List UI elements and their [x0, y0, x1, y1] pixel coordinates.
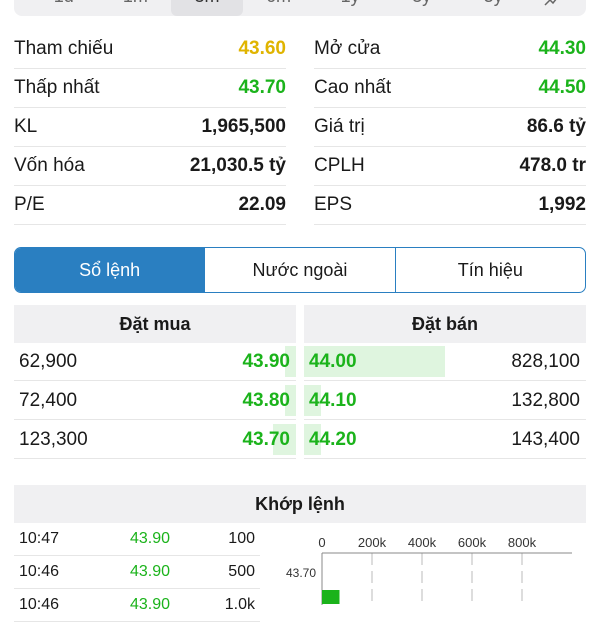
stat-cell: CPLH 478.0 tr — [314, 147, 586, 186]
stat-label: KL — [14, 116, 38, 137]
stat-value: 44.30 — [538, 38, 586, 59]
period-selector: 1d1m3m6m1y3y5y — [14, 0, 586, 16]
sell-volume-bar — [304, 346, 445, 377]
stat-value: 44.50 — [538, 77, 586, 98]
stat-cell: EPS 1,992 — [314, 186, 586, 225]
stat-cell: Cao nhất 44.50 — [314, 69, 586, 108]
stat-cell: Thấp nhất 43.70 — [14, 69, 286, 108]
period-tab-6m[interactable]: 6m — [243, 0, 315, 16]
period-tab-5y[interactable]: 5y — [457, 0, 529, 16]
volume-bar — [322, 590, 340, 604]
sell-cell: 44.00 828,100 — [304, 343, 586, 381]
trade-row: 10:46 43.90 500 — [14, 556, 260, 589]
trade-volume: 100 — [228, 530, 255, 547]
buy-volume-bar — [273, 424, 296, 455]
detail-tabs: Sổ lệnh Nước ngoài Tín hiệu — [14, 247, 586, 293]
stat-row: Vốn hóa 21,030.5 tỷ CPLH 478.0 tr — [14, 147, 586, 186]
stat-row: KL 1,965,500 Giá trị 86.6 tỷ — [14, 108, 586, 147]
stat-cell: Mở cửa 44.30 — [314, 30, 586, 69]
trade-price: 43.90 — [130, 563, 171, 580]
stat-value: 86.6 tỷ — [526, 116, 586, 137]
stat-cell: Tham chiếu 43.60 — [14, 30, 286, 69]
order-book-row: 72,400 43.80 44.10 132,800 — [14, 382, 586, 420]
period-tab-3y[interactable]: 3y — [386, 0, 458, 16]
buy-volume: 123,300 — [19, 428, 88, 450]
stat-row: Tham chiếu 43.60 Mở cửa 44.30 — [14, 30, 586, 69]
order-book-row: 62,900 43.90 44.00 828,100 — [14, 343, 586, 381]
buy-price: 43.80 — [242, 389, 290, 411]
stat-cell: KL 1,965,500 — [14, 108, 286, 147]
trade-time: 10:46 — [19, 596, 60, 613]
trade-row: 10:46 43.90 1.0k — [14, 589, 260, 622]
buy-volume: 72,400 — [19, 389, 78, 411]
sell-price: 44.20 — [309, 428, 357, 450]
sell-cell: 44.10 132,800 — [304, 382, 586, 420]
volume-by-price-chart: 0 200k 400k 600k 800k 43.70 — [286, 535, 572, 605]
stat-label: Vốn hóa — [14, 155, 85, 176]
stat-cell: Giá trị 86.6 tỷ — [314, 108, 586, 147]
trade-volume: 1.0k — [224, 596, 255, 613]
sell-cell: 44.20 143,400 — [304, 421, 586, 459]
x-tick-label: 800k — [508, 535, 537, 550]
buy-price: 43.90 — [242, 350, 290, 372]
stat-label: Thấp nhất — [14, 77, 100, 98]
period-tab-1d[interactable]: 1d — [28, 0, 100, 16]
stat-value: 22.09 — [238, 194, 286, 215]
buy-cell: 72,400 43.80 — [14, 382, 296, 420]
sell-volume-bar — [304, 424, 321, 455]
trade-price: 43.90 — [130, 596, 171, 613]
stat-value: 478.0 tr — [519, 155, 586, 176]
sell-volume: 143,400 — [511, 428, 580, 450]
stat-cell: P/E 22.09 — [14, 186, 286, 225]
x-tick-label: 400k — [408, 535, 437, 550]
x-tick-label: 0 — [318, 535, 325, 550]
sell-header: Đặt bán — [304, 305, 586, 343]
buy-cell: 62,900 43.90 — [14, 343, 296, 381]
trade-price: 43.90 — [130, 530, 171, 547]
stat-label: EPS — [314, 194, 353, 215]
chart-settings-icon[interactable] — [529, 0, 572, 16]
matched-header: Khớp lệnh — [14, 485, 586, 523]
tab-signals[interactable]: Tín hiệu — [394, 248, 585, 292]
stat-value: 1,965,500 — [201, 116, 286, 137]
stat-value: 43.70 — [238, 77, 286, 98]
period-tab-3m[interactable]: 3m — [171, 0, 243, 16]
stat-label: Giá trị — [314, 116, 365, 137]
trade-time: 10:47 — [19, 530, 60, 547]
period-tab-1m[interactable]: 1m — [100, 0, 172, 16]
sell-volume-bar — [304, 385, 321, 416]
stat-value: 1,992 — [538, 194, 586, 215]
y-tick-label: 43.70 — [286, 566, 316, 580]
x-tick-label: 600k — [458, 535, 487, 550]
stat-cell: Vốn hóa 21,030.5 tỷ — [14, 147, 286, 186]
stat-label: Cao nhất — [314, 77, 392, 98]
tab-order-book[interactable]: Sổ lệnh — [15, 248, 205, 292]
trade-row: 10:47 43.90 100 — [14, 523, 260, 556]
buy-price: 43.70 — [242, 428, 290, 450]
buy-volume-bar — [284, 346, 296, 377]
sell-price: 44.00 — [309, 350, 357, 372]
stat-value: 43.60 — [238, 38, 286, 59]
stat-value: 21,030.5 tỷ — [189, 155, 286, 176]
trade-time: 10:46 — [19, 563, 60, 580]
sell-volume: 132,800 — [511, 389, 580, 411]
period-tab-1y[interactable]: 1y — [314, 0, 386, 16]
buy-cell: 123,300 43.70 — [14, 421, 296, 459]
stat-label: Tham chiếu — [14, 38, 114, 59]
stat-row: Thấp nhất 43.70 Cao nhất 44.50 — [14, 69, 586, 108]
buy-volume: 62,900 — [19, 350, 78, 372]
trade-volume: 500 — [228, 563, 255, 580]
tab-foreign[interactable]: Nước ngoài — [204, 248, 394, 292]
x-tick-label: 200k — [358, 535, 387, 550]
stat-label: Mở cửa — [314, 38, 381, 59]
stat-label: CPLH — [314, 155, 365, 176]
sell-volume: 828,100 — [511, 350, 580, 372]
stat-row: P/E 22.09 EPS 1,992 — [14, 186, 586, 225]
sell-price: 44.10 — [309, 389, 357, 411]
order-book-row: 123,300 43.70 44.20 143,400 — [14, 421, 586, 459]
stat-label: P/E — [14, 194, 45, 215]
buy-header: Đặt mua — [14, 305, 296, 343]
buy-volume-bar — [284, 385, 296, 416]
